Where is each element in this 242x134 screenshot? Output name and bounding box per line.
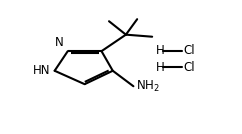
Text: H: H	[156, 44, 165, 57]
Text: NH$_2$: NH$_2$	[136, 79, 160, 94]
Text: Cl: Cl	[183, 61, 195, 74]
Text: N: N	[55, 36, 64, 49]
Text: HN: HN	[33, 64, 51, 77]
Text: H: H	[156, 61, 165, 74]
Text: Cl: Cl	[183, 44, 195, 57]
